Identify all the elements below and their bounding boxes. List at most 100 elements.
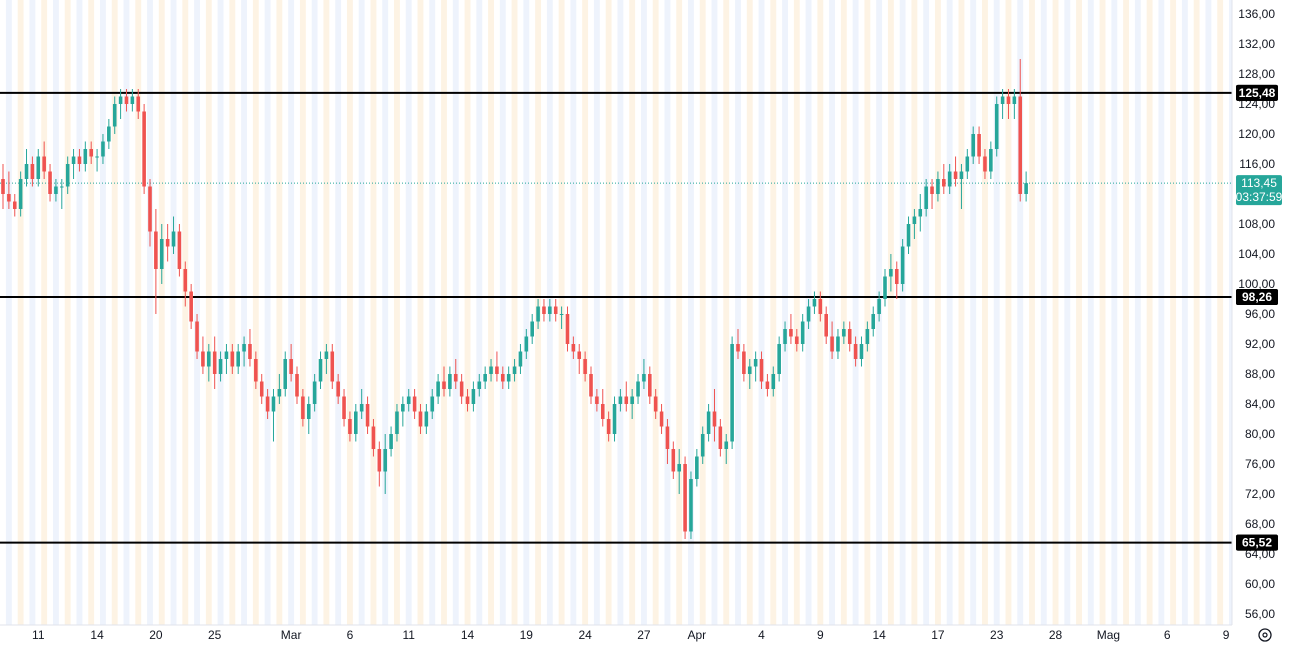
- candle-body[interactable]: [795, 336, 799, 345]
- candle-body[interactable]: [659, 411, 664, 427]
- candle-body[interactable]: [107, 126, 111, 142]
- candle-body[interactable]: [118, 96, 123, 105]
- candle-body[interactable]: [636, 381, 640, 397]
- candle-body[interactable]: [959, 171, 964, 180]
- candle-body[interactable]: [765, 381, 770, 390]
- candle-body[interactable]: [612, 404, 617, 434]
- candle-body[interactable]: [212, 351, 217, 375]
- candle-body[interactable]: [24, 164, 29, 179]
- candle-body[interactable]: [818, 299, 823, 314]
- candle-body[interactable]: [448, 374, 452, 389]
- candle-body[interactable]: [695, 456, 699, 480]
- candle-body[interactable]: [918, 209, 923, 217]
- candle-body[interactable]: [683, 464, 687, 532]
- gear-icon[interactable]: [1258, 628, 1272, 642]
- candle-body[interactable]: [571, 344, 576, 352]
- candle-body[interactable]: [224, 351, 229, 360]
- candle-body[interactable]: [906, 224, 911, 247]
- candle-body[interactable]: [89, 149, 93, 157]
- time-axis[interactable]: 11 14 20 25 Mar 6 11 14 19 24 27 Apr 4 9 14 17 23 28 Mag 6 9: [0, 624, 1232, 650]
- candle-body[interactable]: [330, 351, 335, 382]
- candle-body[interactable]: [489, 366, 493, 375]
- candle-body[interactable]: [812, 299, 817, 307]
- candle-body[interactable]: [724, 441, 729, 450]
- candle-body[interactable]: [207, 351, 211, 367]
- candle-body[interactable]: [306, 404, 311, 419]
- candle-body[interactable]: [747, 366, 752, 375]
- candle-body[interactable]: [847, 329, 852, 344]
- candle-body[interactable]: [806, 306, 811, 322]
- candle-body[interactable]: [401, 404, 405, 412]
- candle-body[interactable]: [142, 111, 146, 187]
- candle-body[interactable]: [947, 171, 952, 187]
- candle-body[interactable]: [259, 381, 264, 397]
- candle-body[interactable]: [436, 381, 440, 397]
- candle-body[interactable]: [95, 156, 99, 158]
- candle-body[interactable]: [277, 389, 282, 397]
- candles-series[interactable]: [1, 59, 1028, 539]
- candle-body[interactable]: [518, 351, 523, 367]
- candle-body[interactable]: [942, 179, 946, 187]
- candle-body[interactable]: [471, 389, 476, 404]
- candle-body[interactable]: [648, 374, 652, 397]
- candle-body[interactable]: [324, 351, 329, 360]
- candle-body[interactable]: [236, 351, 240, 367]
- candle-body[interactable]: [465, 396, 470, 405]
- candle-body[interactable]: [800, 321, 805, 345]
- support-resistance-lines[interactable]: [0, 91, 1232, 544]
- candle-body[interactable]: [124, 96, 129, 105]
- candle-body[interactable]: [712, 411, 717, 427]
- candle-body[interactable]: [295, 374, 299, 397]
- candle-body[interactable]: [653, 396, 658, 412]
- candle-body[interactable]: [742, 351, 746, 375]
- candle-body[interactable]: [477, 381, 482, 390]
- candle-body[interactable]: [912, 216, 917, 225]
- candle-body[interactable]: [542, 306, 546, 315]
- candle-body[interactable]: [671, 449, 676, 472]
- candle-body[interactable]: [54, 186, 58, 195]
- candle-body[interactable]: [495, 366, 499, 375]
- candle-body[interactable]: [789, 329, 793, 337]
- candle-body[interactable]: [289, 359, 293, 374]
- candle-body[interactable]: [953, 171, 958, 180]
- candle-body[interactable]: [453, 374, 458, 382]
- candle-body[interactable]: [265, 396, 270, 412]
- candle-body[interactable]: [36, 156, 41, 180]
- candle-body[interactable]: [606, 419, 611, 434]
- candle-body[interactable]: [1006, 96, 1011, 105]
- candle-body[interactable]: [853, 344, 858, 359]
- candle-body[interactable]: [101, 141, 105, 157]
- candle-body[interactable]: [512, 366, 517, 375]
- candle-body[interactable]: [642, 374, 646, 382]
- candle-body[interactable]: [7, 194, 11, 202]
- candle-body[interactable]: [354, 411, 358, 435]
- candle-body[interactable]: [989, 149, 993, 172]
- candle-body[interactable]: [424, 411, 429, 427]
- candle-body[interactable]: [195, 321, 199, 352]
- candle-body[interactable]: [859, 344, 864, 359]
- candle-body[interactable]: [977, 134, 981, 157]
- candle-body[interactable]: [165, 239, 170, 247]
- candle-body[interactable]: [548, 306, 552, 315]
- candle-body[interactable]: [936, 179, 940, 194]
- candle-body[interactable]: [877, 299, 881, 314]
- candle-body[interactable]: [1018, 96, 1023, 195]
- candle-body[interactable]: [983, 156, 987, 172]
- candle-body[interactable]: [336, 381, 340, 397]
- candle-body[interactable]: [60, 186, 64, 188]
- candle-body[interactable]: [430, 396, 435, 412]
- candle-body[interactable]: [1, 179, 5, 194]
- candle-body[interactable]: [130, 96, 135, 105]
- candle-body[interactable]: [342, 396, 346, 420]
- candle-body[interactable]: [718, 426, 723, 450]
- chart-settings-button[interactable]: [1258, 628, 1272, 642]
- candle-body[interactable]: [759, 359, 764, 382]
- candle-body[interactable]: [630, 396, 634, 405]
- candle-body[interactable]: [1024, 183, 1028, 194]
- candle-body[interactable]: [553, 306, 558, 315]
- candle-body[interactable]: [865, 329, 870, 344]
- candle-body[interactable]: [254, 359, 258, 382]
- candle-body[interactable]: [506, 374, 511, 382]
